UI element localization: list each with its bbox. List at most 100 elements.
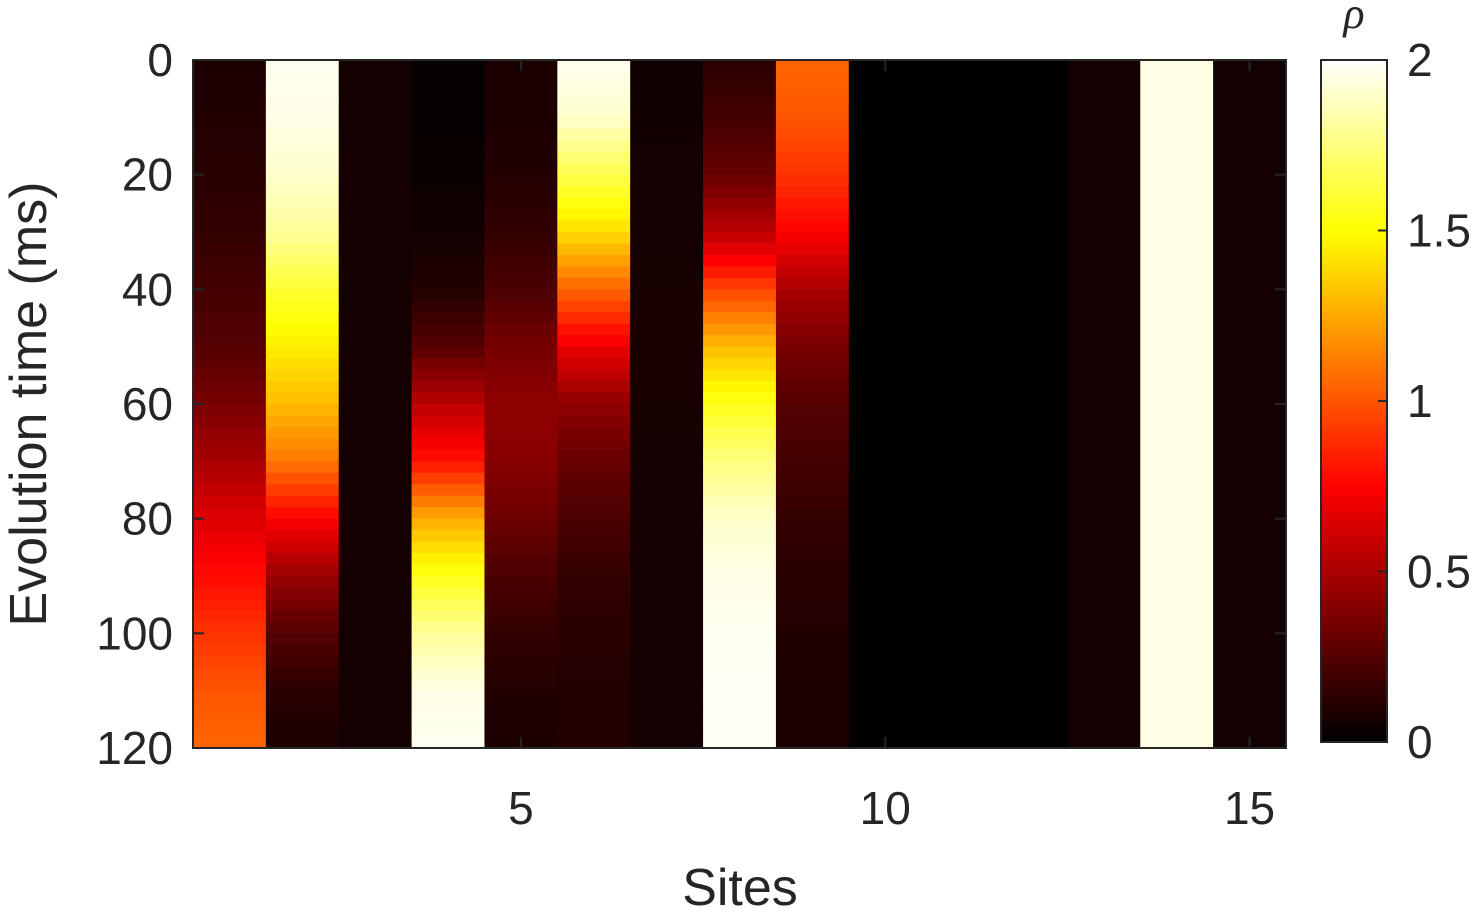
heatmap-cell <box>848 140 923 153</box>
heatmap-cell <box>338 426 413 439</box>
heatmap-cell <box>994 404 1068 417</box>
heatmap-cell <box>411 598 486 611</box>
heatmap-cell <box>994 667 1068 680</box>
heatmap-cell <box>1213 587 1287 600</box>
heatmap-cell <box>775 254 850 267</box>
heatmap-cell <box>1213 186 1287 199</box>
heatmap-cell <box>484 564 558 577</box>
heatmap-cell <box>338 725 413 738</box>
heatmap-cell <box>1140 82 1214 95</box>
heatmap-cell <box>193 266 267 279</box>
heatmap-cell <box>265 404 340 417</box>
heatmap-cell <box>265 484 340 497</box>
heatmap-cell <box>630 94 704 107</box>
heatmap-cell <box>775 197 850 210</box>
heatmap-cell <box>484 94 558 107</box>
heatmap-cell <box>557 472 631 485</box>
heatmap-cell <box>411 507 486 520</box>
heatmap-cell <box>921 346 996 359</box>
heatmap-cell <box>557 553 631 566</box>
heatmap-cell <box>1140 335 1214 348</box>
colorbar-tick-label: 0 <box>1407 716 1433 768</box>
heatmap-cell <box>265 358 340 371</box>
heatmap-cell <box>484 105 558 118</box>
heatmap-cell <box>630 186 704 199</box>
heatmap-cell <box>1140 94 1214 107</box>
heatmap-cell <box>411 128 486 141</box>
heatmap-cell <box>1140 151 1214 164</box>
heatmap-cell <box>994 117 1068 130</box>
heatmap-cell <box>411 163 486 176</box>
heatmap-cell <box>994 254 1068 267</box>
heatmap-cell <box>630 426 704 439</box>
heatmap-cell <box>703 713 777 726</box>
heatmap-cell <box>703 690 777 703</box>
heatmap-cell <box>848 426 923 439</box>
heatmap-cell <box>775 174 850 187</box>
heatmap-cell <box>994 94 1068 107</box>
heatmap-cell <box>630 621 704 634</box>
heatmap-cell <box>193 220 267 233</box>
heatmap-cell <box>1067 266 1141 279</box>
heatmap-cell <box>338 335 413 348</box>
heatmap-cell <box>1140 656 1214 669</box>
heatmap-cell <box>775 71 850 84</box>
heatmap-cell <box>630 117 704 130</box>
heatmap-cell <box>265 323 340 336</box>
heatmap-cell <box>265 725 340 738</box>
heatmap-cell <box>265 667 340 680</box>
heatmap-cell <box>265 426 340 439</box>
heatmap-cell <box>557 174 631 187</box>
heatmap-cell <box>921 151 996 164</box>
heatmap-cell <box>1067 679 1141 692</box>
heatmap-cell <box>848 553 923 566</box>
heatmap-cell <box>411 335 486 348</box>
heatmap-cell <box>411 232 486 245</box>
heatmap-cell <box>921 656 996 669</box>
heatmap-cell <box>1213 312 1287 325</box>
heatmap-cell <box>703 300 777 313</box>
heatmap-cell <box>848 323 923 336</box>
y-tick-label: 120 <box>96 722 173 774</box>
heatmap-cell <box>921 576 996 589</box>
heatmap-cell <box>994 495 1068 508</box>
heatmap-cell <box>703 312 777 325</box>
heatmap-cell <box>630 461 704 474</box>
heatmap-cell <box>848 277 923 290</box>
heatmap-cell <box>557 621 631 634</box>
heatmap-cell <box>1140 71 1214 84</box>
heatmap-cell <box>411 289 486 302</box>
heatmap-cell <box>703 346 777 359</box>
heatmap-cell <box>557 151 631 164</box>
heatmap-cell <box>921 358 996 371</box>
heatmap-cell <box>775 209 850 222</box>
heatmap-cell <box>557 690 631 703</box>
heatmap-cell <box>1213 335 1287 348</box>
heatmap-cell <box>484 335 558 348</box>
heatmap-cell <box>1140 610 1214 623</box>
heatmap-cell <box>848 243 923 256</box>
heatmap-cell <box>1213 323 1287 336</box>
heatmap-cell <box>411 426 486 439</box>
heatmap-cell <box>1213 610 1287 623</box>
heatmap-cell <box>775 713 850 726</box>
heatmap-cell <box>1067 117 1141 130</box>
heatmap-cell <box>265 587 340 600</box>
heatmap-cell <box>994 335 1068 348</box>
heatmap-cell <box>994 266 1068 279</box>
heatmap-cell <box>848 725 923 738</box>
heatmap-cell <box>1067 232 1141 245</box>
heatmap-cell <box>411 60 486 73</box>
heatmap-cell <box>557 449 631 462</box>
heatmap-cell <box>775 404 850 417</box>
heatmap-cell <box>703 151 777 164</box>
heatmap-cell <box>265 369 340 382</box>
heatmap-cell <box>848 667 923 680</box>
heatmap-cell <box>265 82 340 95</box>
heatmap-cell <box>775 679 850 692</box>
heatmap-cell <box>1140 426 1214 439</box>
heatmap-cell <box>338 128 413 141</box>
heatmap-cell <box>703 449 777 462</box>
heatmap-cell <box>630 633 704 646</box>
heatmap-cell <box>193 507 267 520</box>
